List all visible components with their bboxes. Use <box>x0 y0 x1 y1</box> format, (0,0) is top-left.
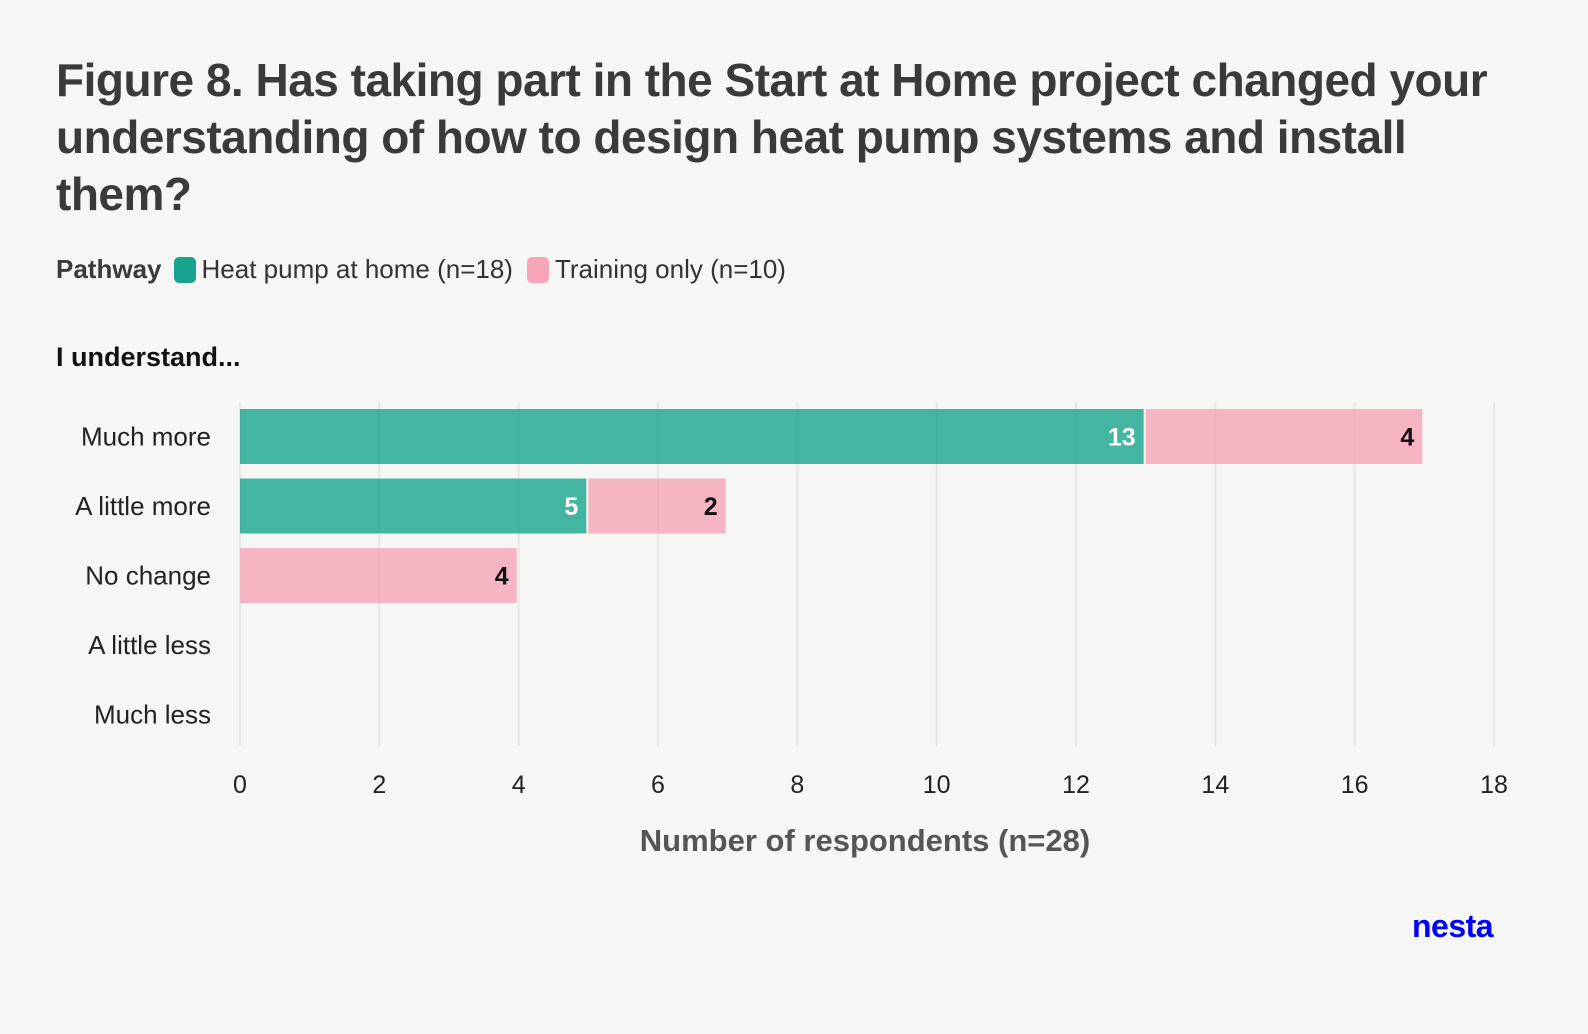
data-label-a-little-more-series-0: 5 <box>564 493 578 521</box>
x-tick-label-12: 12 <box>1062 771 1090 799</box>
bar-a-little-more-series-1 <box>588 478 726 534</box>
y-tick-label-a-little-less: A little less <box>88 630 211 660</box>
x-tick-label-16: 16 <box>1341 771 1369 799</box>
x-tick-label-0: 0 <box>233 771 247 799</box>
y-tick-label-much-more: Much more <box>81 422 211 452</box>
legend: Pathway Heat pump at home (n=18) Trainin… <box>56 254 800 285</box>
x-tick-label-18: 18 <box>1480 771 1508 799</box>
bar-much-more-series-1 <box>1145 409 1423 464</box>
legend-title: Pathway <box>56 254 162 284</box>
bar-much-more-series-0 <box>240 409 1144 464</box>
data-label-no-change-series-1: 4 <box>495 563 509 591</box>
data-label-much-more-series-0: 13 <box>1108 424 1136 452</box>
chart-title: Figure 8. Has taking part in the Start a… <box>56 54 1488 220</box>
legend-label-heat-pump: Heat pump at home (n=18) <box>201 254 513 284</box>
x-tick-label-10: 10 <box>923 771 951 799</box>
legend-item-training-only: Training only (n=10) <box>526 254 786 285</box>
y-tick-label-a-little-more: A little more <box>75 491 211 521</box>
bar-no-change-series-1 <box>240 548 517 603</box>
y-axis-title: I understand... <box>56 342 241 372</box>
y-tick-label-no-change: No change <box>85 561 211 591</box>
x-axis-title: Number of respondents (n=28) <box>640 823 1090 858</box>
legend-swatch-heat-pump <box>173 256 196 283</box>
legend-item-heat-pump: Heat pump at home (n=18) <box>173 254 513 285</box>
y-tick-label-much-less: Much less <box>94 700 211 730</box>
nesta-logo: nesta <box>1412 908 1494 944</box>
x-tick-label-6: 6 <box>651 771 665 799</box>
data-label-much-more-series-1: 4 <box>1400 424 1414 452</box>
legend-swatch-training-only <box>526 256 549 283</box>
x-tick-label-2: 2 <box>372 771 386 799</box>
legend-label-training-only: Training only (n=10) <box>554 254 786 284</box>
x-tick-label-14: 14 <box>1201 771 1229 799</box>
bar-a-little-more-series-0 <box>240 478 587 534</box>
data-label-a-little-more-series-1: 2 <box>704 493 718 521</box>
x-tick-label-4: 4 <box>512 771 526 799</box>
x-tick-label-8: 8 <box>790 771 804 799</box>
